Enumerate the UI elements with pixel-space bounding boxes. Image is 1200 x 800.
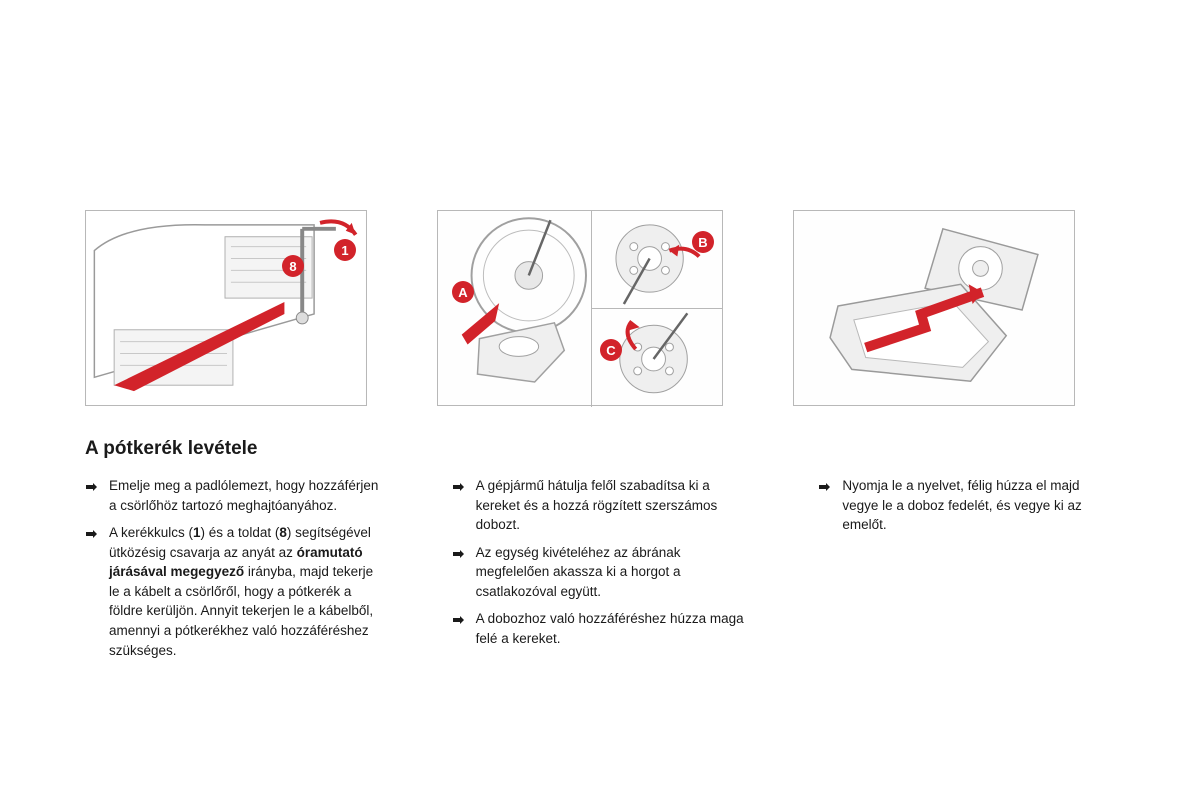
column-2: A gépjármű hátulja felől szabadítsa ki a… xyxy=(452,476,749,668)
figure-step-2c: C xyxy=(592,309,722,407)
bullet-text: A kerékkulcs (1) és a toldat (8) segítsé… xyxy=(109,523,382,660)
badge-8-text: 8 xyxy=(289,259,296,274)
figure-step-2b: B xyxy=(592,211,722,309)
badge-1-text: 1 xyxy=(341,243,348,258)
hand-icon xyxy=(85,523,109,660)
column-1: Emelje meg a padlólemezt, hogy hozzáférj… xyxy=(85,476,382,668)
bullet-3-1: Nyomja le a nyelvet, félig húzza el majd… xyxy=(818,476,1115,535)
hand-icon xyxy=(818,476,842,535)
bullet-text: A dobozhoz való hozzáféréshez húzza maga… xyxy=(476,609,749,648)
figure-step-3 xyxy=(793,210,1075,406)
t: A kerékkulcs ( xyxy=(109,525,193,540)
badge-a-text: A xyxy=(458,285,467,300)
t: ) és a toldat ( xyxy=(201,525,280,540)
badge-8: 8 xyxy=(282,255,304,277)
section-title: A pótkerék levétele xyxy=(85,438,1115,460)
t: 1 xyxy=(193,525,201,540)
figure-step-1: 1 8 xyxy=(85,210,367,406)
bullet-text: A gépjármű hátulja felől szabadítsa ki a… xyxy=(476,476,749,535)
bullet-text: Az egység kivételéhez az ábrának megfele… xyxy=(476,543,749,602)
bullet-text: Nyomja le a nyelvet, félig húzza el majd… xyxy=(842,476,1115,535)
badge-c-text: C xyxy=(606,343,615,358)
instruction-columns: Emelje meg a padlólemezt, hogy hozzáférj… xyxy=(85,476,1115,668)
figure-step-2a: A xyxy=(438,211,592,407)
column-3: Nyomja le a nyelvet, félig húzza el majd… xyxy=(818,476,1115,668)
figure-step-2: A B xyxy=(437,210,723,406)
hand-icon xyxy=(452,476,476,535)
badge-1: 1 xyxy=(334,239,356,261)
badge-a: A xyxy=(452,281,474,303)
hand-icon xyxy=(452,543,476,602)
badge-c: C xyxy=(600,339,622,361)
bullet-text: Emelje meg a padlólemezt, hogy hozzáférj… xyxy=(109,476,382,515)
bullet-1-2: A kerékkulcs (1) és a toldat (8) segítsé… xyxy=(85,523,382,660)
bullet-1-1: Emelje meg a padlólemezt, hogy hozzáférj… xyxy=(85,476,382,515)
badge-b-text: B xyxy=(698,235,707,250)
bullet-2-2: Az egység kivételéhez az ábrának megfele… xyxy=(452,543,749,602)
hand-icon xyxy=(452,609,476,648)
bullet-2-1: A gépjármű hátulja felől szabadítsa ki a… xyxy=(452,476,749,535)
figures-row: 1 8 A xyxy=(85,210,1115,406)
manual-page: 1 8 A xyxy=(85,210,1115,668)
bullet-2-3: A dobozhoz való hozzáféréshez húzza maga… xyxy=(452,609,749,648)
hand-icon xyxy=(85,476,109,515)
t: 8 xyxy=(279,525,287,540)
badge-b: B xyxy=(692,231,714,253)
